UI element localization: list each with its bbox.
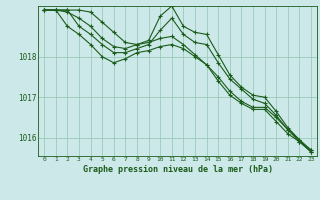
X-axis label: Graphe pression niveau de la mer (hPa): Graphe pression niveau de la mer (hPa) — [83, 165, 273, 174]
